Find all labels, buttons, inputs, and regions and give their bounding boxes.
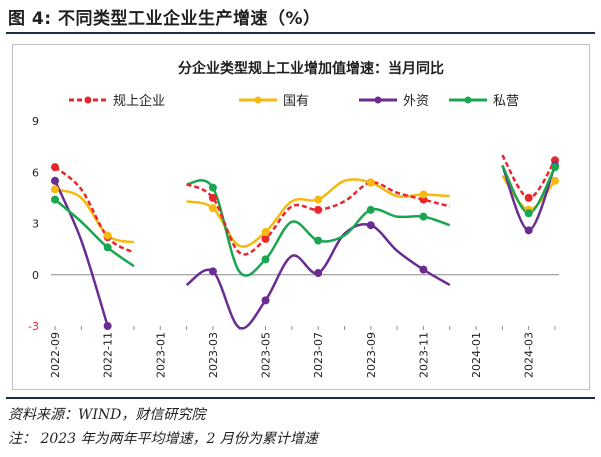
x-tick-label-5: 2023-07 [312, 332, 325, 378]
series-2-line-0 [53, 180, 109, 327]
series-2-point-14 [419, 265, 428, 274]
series-3-line-0 [54, 198, 135, 268]
series-0-line-0 [54, 166, 135, 254]
series-0-point-10 [314, 205, 323, 214]
top-rule [6, 32, 595, 34]
x-tick-label-8: 2024-01 [470, 332, 483, 378]
x-tick-label-4: 2023-05 [260, 332, 273, 378]
bottom-rule [6, 397, 595, 399]
series-1-point-12 [366, 178, 375, 187]
source-note: 资料来源：WIND，财信研究院 [8, 407, 206, 423]
series-3-point-12 [366, 205, 375, 214]
series-2-point-18 [524, 226, 533, 235]
series-3-point-6 [208, 183, 217, 192]
series-3-point-14 [419, 212, 428, 221]
series-3-point-18 [524, 209, 533, 218]
x-tick-label-2: 2023-01 [154, 332, 167, 378]
series-0-point-18 [524, 193, 533, 202]
y-tick-label-2: 3 [32, 218, 39, 231]
series-3-point-8 [261, 255, 270, 264]
y-tick-label-0: -3 [28, 320, 39, 333]
legend-label-0: 规上企业 [113, 93, 165, 109]
series-3-point-10 [314, 236, 323, 245]
series-1-point-8 [261, 228, 270, 237]
legend-label-2: 外资 [403, 94, 429, 109]
chart-container: 分企业类型规上工业增加值增速：当月同比 规上企业 国有 外资 私营 -3 0 3 6 9 2022-… [12, 44, 590, 390]
legend-marker-2 [374, 96, 382, 104]
footnote: 注： 2023 年为两年平均增速，2 月份为累计增速 [8, 431, 318, 447]
y-tick-label-3: 6 [32, 166, 39, 179]
legend-label-1: 国有 [283, 94, 309, 109]
series-0-point-8 [261, 234, 270, 243]
figure-title: 图 4: 不同类型工业企业生产增速（%） [8, 9, 321, 29]
x-tick-label-7: 2023-11 [417, 332, 430, 378]
series-1-point-14 [419, 190, 428, 199]
series-0-point-6 [208, 193, 217, 202]
x-tick-label-0: 2022-09 [49, 332, 62, 378]
series-1-point-10 [314, 195, 323, 204]
series-1-point-0 [51, 185, 59, 194]
y-tick-label-4: 9 [32, 115, 39, 128]
series-3-point-0 [51, 195, 59, 204]
legend-marker-3 [464, 96, 472, 104]
series-3-point-2 [103, 243, 112, 252]
series-2-point-8 [261, 296, 270, 305]
legend-marker-0 [84, 96, 92, 104]
series-1-point-6 [208, 204, 217, 213]
x-tick-label-6: 2023-09 [365, 332, 378, 378]
series-2-point-6 [208, 267, 217, 276]
legend-marker-1 [254, 96, 262, 104]
series-1-point-19 [551, 176, 559, 185]
series-1-point-2 [103, 231, 112, 240]
series-0-point-0 [51, 163, 59, 172]
legend-label-3: 私营 [493, 94, 519, 109]
x-tick-label-3: 2023-03 [207, 332, 220, 378]
series-2-point-2 [103, 322, 112, 330]
series-2-point-12 [366, 221, 375, 230]
series-2-point-0 [51, 176, 59, 185]
x-tick-label-1: 2022-11 [102, 332, 115, 378]
chart-title: 分企业类型规上工业增加值增速：当月同比 [178, 60, 444, 77]
series-1-line-0 [54, 188, 135, 244]
series-3-point-19 [551, 163, 559, 172]
y-tick-label-1: 0 [32, 269, 39, 282]
series-2-point-10 [314, 269, 323, 278]
x-tick-label-9: 2024-03 [523, 332, 536, 378]
